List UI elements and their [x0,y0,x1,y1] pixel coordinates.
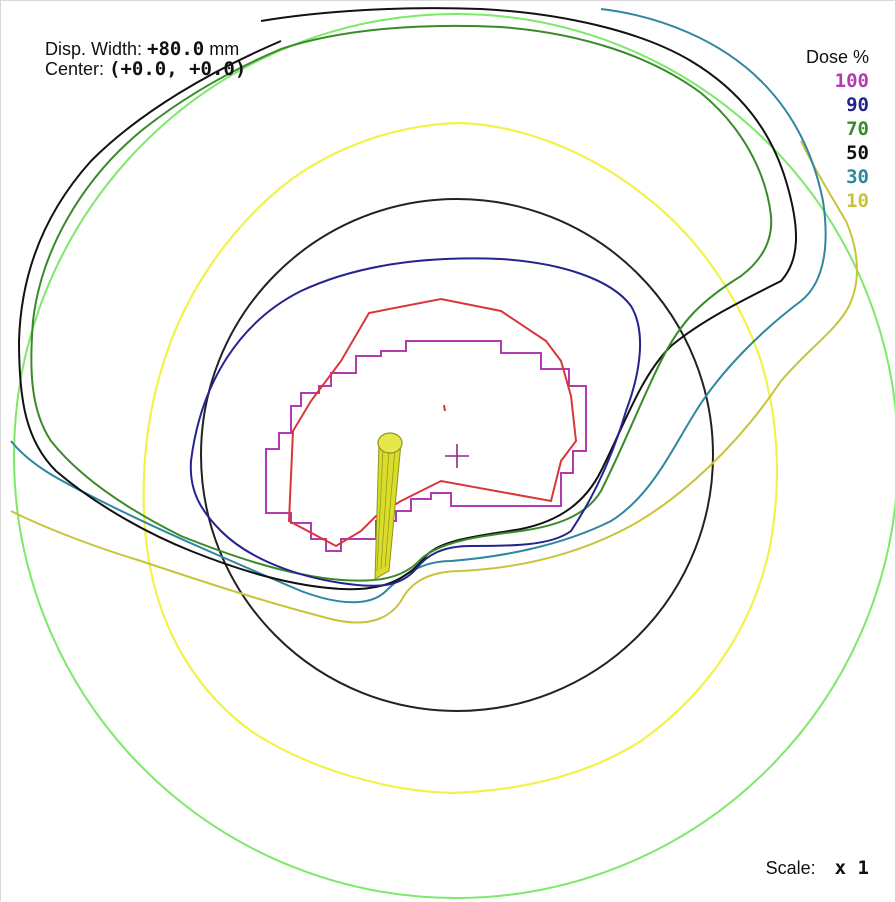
center-label: Center: [45,59,105,79]
applicator-catheter [374,432,403,580]
reference-circle [200,198,714,712]
isodose-10 [10,140,858,624]
display-width-label: Disp. Width: [45,39,143,59]
scale-value: x 1 [834,857,869,879]
display-info: Disp. Width: +80.0 mm Center: (+0.0, +0.… [45,39,246,79]
isodose-90 [189,257,641,587]
center-line: Center: (+0.0, +0.0) [45,59,246,79]
legend-level-50: 50 [846,142,869,164]
scale-label: Scale: [765,858,816,878]
isodose-30 [10,8,827,604]
display-width-value: +80.0 [147,38,205,60]
scale-indicator: Scale: x 1 [766,857,869,879]
outer-boundary-circle [13,13,895,899]
display-width-line: Disp. Width: +80.0 mm [45,39,246,59]
legend-title: Dose % [805,47,869,67]
isodose-50 [17,7,798,591]
legend-level-70: 70 [846,118,869,140]
center-value: (+0.0, +0.0) [109,58,247,80]
dose-legend: Dose % 100 90 70 50 30 10 [806,45,869,213]
yellow-isodose-ring [142,121,779,795]
isodose-100 [265,340,587,552]
legend-level-90: 90 [846,94,869,116]
legend-level-100: 100 [834,70,869,92]
marker-dot [443,404,446,412]
isodose-70 [30,24,773,582]
legend-level-30: 30 [846,166,869,188]
prescription-contour [287,297,578,548]
display-width-unit: mm [209,39,240,59]
legend-level-10: 10 [846,190,869,212]
center-cross [445,444,469,468]
